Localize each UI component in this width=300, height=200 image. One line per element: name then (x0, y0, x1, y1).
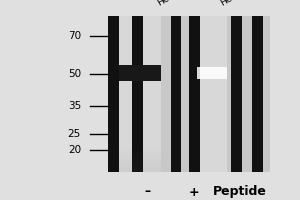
Text: HeLa: HeLa (219, 0, 243, 8)
Bar (108, 16, 119, 172)
Text: 20: 20 (68, 145, 81, 155)
Text: 50: 50 (68, 69, 81, 79)
Bar (118, 152, 160, 156)
Text: Peptide: Peptide (213, 186, 267, 198)
Bar (118, 16, 160, 172)
Text: HeLa: HeLa (156, 0, 180, 8)
Text: 70: 70 (68, 31, 81, 41)
Text: 35: 35 (68, 101, 81, 111)
Bar (118, 160, 160, 164)
Bar (252, 16, 262, 172)
Text: –: – (144, 186, 150, 198)
Bar (196, 16, 226, 172)
Bar (118, 65, 160, 81)
Text: 25: 25 (68, 129, 81, 139)
Text: +: + (188, 186, 199, 198)
Bar (118, 148, 160, 152)
Bar (118, 156, 160, 160)
Bar (189, 16, 200, 172)
Bar (196, 67, 226, 79)
Bar (171, 16, 181, 172)
Bar (118, 164, 160, 168)
Bar (231, 16, 242, 172)
Bar (118, 168, 160, 172)
Bar (132, 16, 142, 172)
Bar (108, 16, 270, 172)
